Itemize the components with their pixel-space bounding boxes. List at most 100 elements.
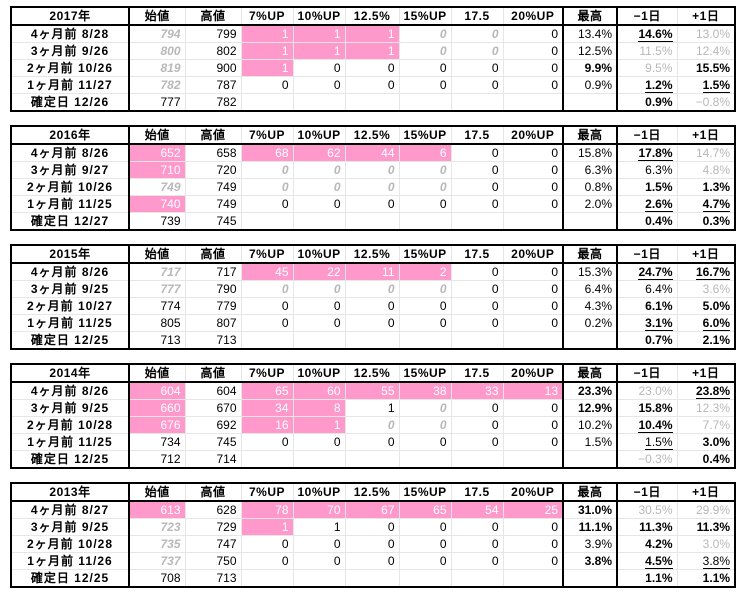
table-cell[interactable]: [292, 569, 345, 588]
table-cell[interactable]: 0: [344, 161, 399, 179]
column-header[interactable]: 10%UP: [292, 363, 345, 383]
table-cell[interactable]: [398, 331, 451, 350]
table-cell[interactable]: 0: [344, 59, 399, 77]
table-cell[interactable]: 0: [240, 535, 293, 553]
column-header[interactable]: 17.5: [450, 482, 503, 502]
table-cell[interactable]: 29.9%: [676, 500, 736, 519]
table-cell[interactable]: 0: [502, 416, 563, 434]
table-cell[interactable]: 65: [240, 381, 293, 400]
table-cell[interactable]: 10.4%: [616, 416, 677, 434]
table-cell[interactable]: 0: [450, 433, 503, 451]
table-cell[interactable]: 0: [240, 161, 293, 179]
table-cell[interactable]: 782: [184, 93, 241, 112]
table-cell[interactable]: 1.1%: [676, 569, 736, 588]
table-cell[interactable]: 0: [502, 42, 563, 60]
column-header[interactable]: 15%UP: [398, 244, 451, 264]
table-cell[interactable]: 0: [344, 195, 399, 213]
table-cell[interactable]: 777: [128, 93, 185, 112]
table-cell[interactable]: 11.3%: [616, 518, 677, 536]
table-cell[interactable]: 0: [450, 535, 503, 553]
table-cell[interactable]: 0: [292, 314, 345, 332]
table-cell[interactable]: −0.3%: [616, 450, 677, 469]
table-cell[interactable]: 734: [128, 433, 185, 451]
table-cell[interactable]: 800: [128, 42, 185, 60]
table-cell[interactable]: 11.3%: [676, 518, 736, 536]
table-cell[interactable]: 3.1%: [616, 314, 677, 332]
row-label[interactable]: 3ヶ月前 9/25: [10, 399, 129, 417]
column-header[interactable]: 始値: [128, 363, 185, 383]
row-label[interactable]: 確定日 12/26: [10, 93, 129, 112]
column-header[interactable]: 17.5: [450, 125, 503, 145]
table-cell[interactable]: 714: [184, 450, 241, 469]
table-cell[interactable]: [502, 212, 563, 231]
row-label[interactable]: 1ヶ月前 11/26: [10, 552, 129, 570]
table-cell[interactable]: 713: [184, 569, 241, 588]
table-cell[interactable]: 0: [450, 314, 503, 332]
table-cell[interactable]: 0: [502, 518, 563, 536]
table-cell[interactable]: 15.8%: [562, 143, 617, 162]
year-label[interactable]: 2017年: [10, 6, 129, 26]
table-cell[interactable]: 1: [292, 518, 345, 536]
table-cell[interactable]: 4.5%: [616, 552, 677, 570]
column-header[interactable]: 20%UP: [502, 363, 563, 383]
table-cell[interactable]: 3.0%: [676, 535, 736, 553]
table-cell[interactable]: 739: [128, 212, 185, 231]
table-cell[interactable]: 55: [344, 381, 399, 400]
table-cell[interactable]: 67: [344, 500, 399, 519]
column-header[interactable]: 始値: [128, 125, 185, 145]
row-label[interactable]: 4ヶ月前 8/26: [10, 262, 129, 281]
row-label[interactable]: 1ヶ月前 11/27: [10, 76, 129, 94]
table-cell[interactable]: 749: [184, 195, 241, 213]
table-cell[interactable]: 735: [128, 535, 185, 553]
table-cell[interactable]: 1: [344, 399, 399, 417]
table-cell[interactable]: 0: [344, 178, 399, 196]
table-cell[interactable]: 708: [128, 569, 185, 588]
table-cell[interactable]: 9.5%: [616, 59, 677, 77]
column-header[interactable]: 7%UP: [240, 125, 293, 145]
table-cell[interactable]: 0: [450, 178, 503, 196]
table-cell[interactable]: 6.4%: [562, 280, 617, 298]
table-cell[interactable]: [398, 212, 451, 231]
table-cell[interactable]: 0: [398, 297, 451, 315]
table-cell[interactable]: [292, 212, 345, 231]
table-cell[interactable]: 15.5%: [676, 59, 736, 77]
column-header[interactable]: −1日: [616, 482, 677, 502]
row-label[interactable]: 4ヶ月前 8/26: [10, 143, 129, 162]
table-cell[interactable]: 749: [128, 178, 185, 196]
column-header[interactable]: 15%UP: [398, 6, 451, 26]
row-label[interactable]: 4ヶ月前 8/27: [10, 500, 129, 519]
table-cell[interactable]: 34: [240, 399, 293, 417]
table-cell[interactable]: 6.1%: [616, 297, 677, 315]
table-cell[interactable]: [292, 93, 345, 112]
table-cell[interactable]: 660: [128, 399, 185, 417]
table-cell[interactable]: 0: [292, 76, 345, 94]
column-header[interactable]: +1日: [676, 125, 736, 145]
table-cell[interactable]: 13.4%: [562, 24, 617, 43]
table-cell[interactable]: 0.4%: [676, 450, 736, 469]
table-cell[interactable]: 23.8%: [676, 381, 736, 400]
table-cell[interactable]: 676: [128, 416, 185, 434]
table-cell[interactable]: 0: [450, 262, 503, 281]
table-cell[interactable]: 737: [128, 552, 185, 570]
table-cell[interactable]: 0: [344, 552, 399, 570]
table-cell[interactable]: 4.2%: [616, 535, 677, 553]
row-label[interactable]: 4ヶ月前 8/28: [10, 24, 129, 43]
table-cell[interactable]: 710: [128, 161, 185, 179]
table-cell[interactable]: 0: [502, 76, 563, 94]
row-label[interactable]: 確定日 12/25: [10, 569, 129, 588]
table-cell[interactable]: 0: [398, 178, 451, 196]
column-header[interactable]: −1日: [616, 363, 677, 383]
table-cell[interactable]: 750: [184, 552, 241, 570]
table-cell[interactable]: 11.1%: [562, 518, 617, 536]
table-cell[interactable]: 720: [184, 161, 241, 179]
table-cell[interactable]: 1.1%: [616, 569, 677, 588]
table-cell[interactable]: 13: [502, 381, 563, 400]
table-cell[interactable]: [398, 93, 451, 112]
table-cell[interactable]: [398, 450, 451, 469]
row-label[interactable]: 3ヶ月前 9/26: [10, 42, 129, 60]
column-header[interactable]: 高値: [184, 6, 241, 26]
table-cell[interactable]: 717: [184, 262, 241, 281]
table-cell[interactable]: 0: [398, 76, 451, 94]
table-cell[interactable]: 0: [344, 518, 399, 536]
table-cell[interactable]: 0: [502, 59, 563, 77]
